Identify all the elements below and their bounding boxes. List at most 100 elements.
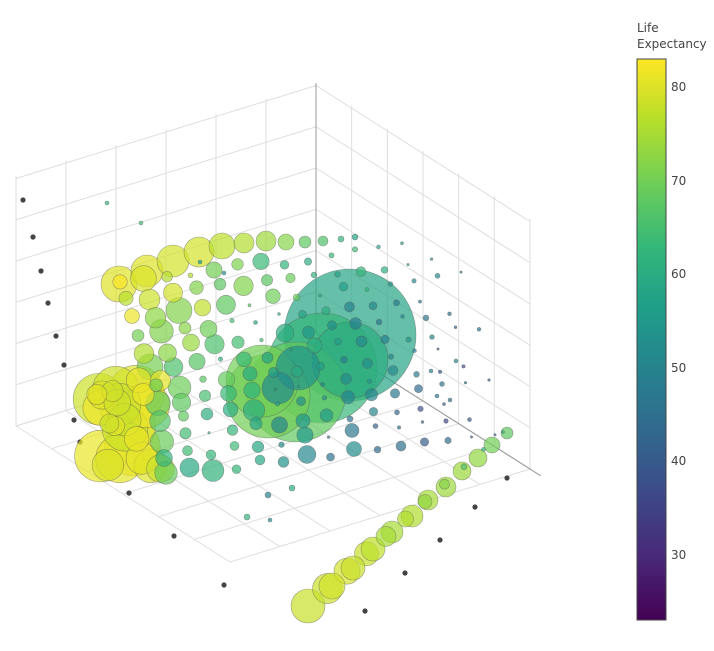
bubble-marker xyxy=(436,347,440,351)
bubble-marker xyxy=(278,441,285,448)
bubble-marker xyxy=(338,282,349,292)
bubble-marker xyxy=(310,271,318,279)
bubble-marker xyxy=(243,381,261,399)
bubble-marker xyxy=(149,378,163,392)
bubble-marker xyxy=(412,348,417,353)
bubble-marker xyxy=(380,334,390,344)
bubble-marker xyxy=(393,299,400,307)
bubble-marker xyxy=(288,484,296,492)
bubble-marker xyxy=(236,351,252,368)
bubble-marker xyxy=(172,392,192,412)
bubble-marker xyxy=(267,517,273,523)
bubble-marker xyxy=(182,445,193,457)
bubble-marker xyxy=(400,241,404,245)
axis-dot xyxy=(61,362,67,368)
bubble-marker xyxy=(428,368,434,374)
bubble-marker xyxy=(279,260,290,270)
bubble-marker xyxy=(254,454,266,466)
bubble-marker xyxy=(375,526,397,547)
axis-dot xyxy=(171,533,177,539)
bubble-marker xyxy=(368,301,378,311)
axis-dot xyxy=(30,234,36,240)
bubble-marker xyxy=(493,433,497,437)
bubble-marker xyxy=(277,456,290,468)
bubble-marker xyxy=(124,308,140,324)
bubble-marker xyxy=(334,338,342,346)
bubble-marker xyxy=(419,437,429,447)
bubble-marker xyxy=(434,393,440,399)
bubble-marker xyxy=(252,252,270,270)
bubble-marker xyxy=(469,435,473,439)
bubble-marker xyxy=(461,364,466,369)
bubble-marker xyxy=(483,436,501,454)
bubble-marker xyxy=(205,261,223,279)
bubble-marker xyxy=(346,441,362,457)
bubble-marker xyxy=(179,457,200,478)
bubble-marker xyxy=(447,311,452,316)
bubble-marker xyxy=(233,232,255,254)
bubble-marker xyxy=(158,343,177,363)
bubble-marker xyxy=(414,384,423,394)
bubble-marker xyxy=(251,440,265,453)
bubble-marker xyxy=(296,426,314,444)
bubble-marker xyxy=(443,418,449,424)
axis-dot xyxy=(71,417,77,423)
colorbar-tick-label: 80 xyxy=(671,80,687,95)
bubble-marker xyxy=(295,413,311,429)
bubble-marker xyxy=(265,288,281,304)
axis-dot xyxy=(362,608,368,614)
bubble-marker xyxy=(453,325,458,329)
bubble-marker xyxy=(199,375,207,383)
bubble-marker xyxy=(298,309,307,319)
bubble-marker xyxy=(296,396,306,407)
bubble-marker xyxy=(243,513,251,521)
bubble-marker xyxy=(346,415,354,423)
bubble-marker xyxy=(231,258,244,271)
bubble-marker xyxy=(200,407,214,421)
bubble-marker xyxy=(349,317,362,330)
bubble-marker xyxy=(439,381,445,387)
bubble-marker xyxy=(298,235,312,249)
bubble-marker xyxy=(500,426,514,440)
bubble-marker xyxy=(442,402,446,406)
bubble-marker xyxy=(413,371,420,378)
bubble-marker xyxy=(218,356,224,362)
bubble-marker xyxy=(375,318,383,326)
bubble-marker xyxy=(285,272,296,283)
bubble-marker xyxy=(155,449,173,467)
bubble-marker xyxy=(320,382,325,387)
bubble-marker xyxy=(289,347,293,352)
bubble-marker xyxy=(340,373,352,385)
bubble-marker xyxy=(318,572,346,600)
bubble-marker xyxy=(193,299,212,317)
bubble-marker xyxy=(387,281,394,287)
bubble-marker xyxy=(326,435,331,439)
bubble-marker xyxy=(481,447,486,452)
axis-dot xyxy=(472,504,478,510)
bubble-marker xyxy=(376,244,381,250)
bubble-marker xyxy=(337,235,345,243)
bubble-marker xyxy=(444,436,452,444)
bubble-marker xyxy=(340,555,366,581)
bubble-marker xyxy=(344,423,360,438)
bubble-marker xyxy=(317,235,329,247)
bubble-marker xyxy=(133,343,155,364)
colorbar-tick-label: 60 xyxy=(671,267,687,282)
bubble-marker xyxy=(397,510,414,528)
bubble-marker xyxy=(344,301,355,313)
bubble-marker xyxy=(124,426,150,452)
bubble-marker xyxy=(179,427,192,440)
bubble-marker xyxy=(205,449,217,460)
bubble-marker xyxy=(366,378,372,384)
bubble-marker xyxy=(439,478,450,490)
bubble-marker xyxy=(86,384,108,405)
axis-dot xyxy=(38,268,44,274)
bubble-marker xyxy=(351,233,359,241)
bubble-marker xyxy=(334,271,341,278)
bubble-marker xyxy=(487,378,491,382)
axis-dot xyxy=(437,537,443,543)
bubble-marker xyxy=(387,365,399,376)
bubble-marker xyxy=(91,448,124,482)
